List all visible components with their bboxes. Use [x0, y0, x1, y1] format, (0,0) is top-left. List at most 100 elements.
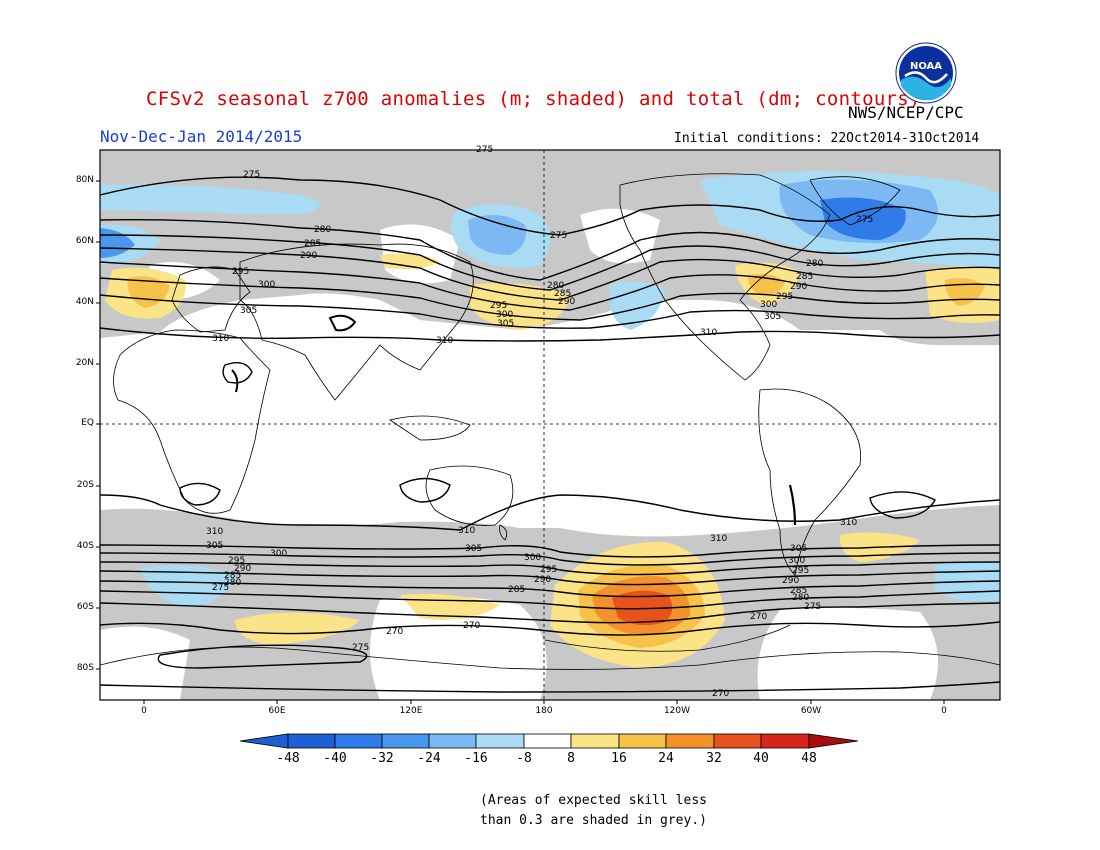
contour-285 — [100, 234, 1000, 291]
contour-label: 275 — [804, 602, 821, 612]
lon-label: 60E — [268, 706, 286, 716]
contour-label: 270 — [386, 627, 403, 637]
colorbar-label: 8 — [567, 751, 575, 766]
contour-label: 290 — [782, 576, 799, 586]
contour-label: 270 — [463, 621, 480, 631]
colorbar-bin — [713, 733, 762, 749]
colorbar-label: 24 — [658, 751, 674, 766]
negative-anomaly — [820, 197, 906, 240]
contour-label: 295 — [776, 292, 793, 302]
contour-label: 310 — [840, 518, 857, 528]
colorbar-label: -16 — [464, 751, 488, 766]
contour-label: 310 — [436, 336, 453, 346]
contour-285 — [100, 580, 1000, 598]
colorbar-label: 16 — [611, 751, 627, 766]
skill-white-patch — [370, 596, 547, 700]
contour-295 — [100, 561, 1000, 576]
lon-label: 120E — [399, 706, 423, 716]
chart-title: CFSv2 seasonal z700 anomalies (m; shaded… — [146, 88, 921, 110]
contour-280 — [100, 590, 1000, 610]
contour-label: 275 — [352, 643, 369, 653]
colorbar-label: -32 — [370, 751, 394, 766]
contour-300 — [100, 277, 1000, 321]
contour-label: 280 — [806, 259, 823, 269]
axis-ticks — [96, 180, 945, 704]
lon-label: 60W — [800, 706, 822, 716]
colorbar-end-high — [808, 733, 859, 749]
colorbar-bin — [665, 733, 715, 749]
skill-white-patch — [100, 626, 190, 700]
lat-label: 60S — [76, 602, 94, 612]
colorbar-end-low — [239, 733, 289, 749]
contour-label: 295 — [228, 556, 245, 566]
agency-label: NWS/NCEP/CPC — [848, 103, 964, 122]
lat-label: 20N — [75, 358, 94, 368]
contour-label: 310 — [458, 526, 475, 536]
contour-label: 295 — [232, 267, 249, 277]
forecast-period: Nov-Dec-Jan 2014/2015 — [100, 127, 303, 146]
contour-label: 285 — [790, 586, 807, 596]
colorbar-label: -24 — [417, 751, 441, 766]
colorbar-label: 32 — [706, 751, 722, 766]
colorbar-bin — [760, 733, 810, 749]
contour-label: 300 — [270, 549, 287, 559]
contour-label: 270 — [712, 689, 729, 699]
contour-label: 305 — [497, 319, 514, 329]
lat-label: EQ — [81, 418, 94, 428]
contour-label: 305 — [790, 544, 807, 554]
contour-label: 275 — [212, 583, 229, 593]
colorbar-bin — [381, 733, 430, 749]
contour-label: 270 — [750, 612, 767, 622]
positive-anomaly — [612, 590, 673, 626]
colorbar-label: -40 — [323, 751, 347, 766]
contour-295 — [100, 261, 1000, 311]
initial-conditions: Initial conditions: 22Oct2014-31Oct2014 — [674, 131, 980, 146]
lon-label: 0 — [941, 706, 947, 716]
contour-label: 290 — [234, 564, 251, 574]
contour-270 — [100, 621, 1000, 636]
lat-label: 60N — [75, 236, 94, 246]
colorbar-label: -48 — [276, 751, 300, 766]
contour-290 — [100, 247, 1000, 301]
colorbar-bin — [570, 733, 620, 749]
contour-label: 310 — [700, 328, 717, 338]
contour-label: 290 — [790, 282, 807, 292]
colorbar — [239, 733, 859, 749]
contour-label: 275 — [243, 170, 260, 180]
contour-275-closed — [157, 644, 368, 669]
lat-label: 80S — [76, 663, 94, 673]
contour-label: 275 — [550, 231, 567, 241]
noaa-logo: NOAA — [895, 42, 957, 104]
contour-label: 295 — [540, 565, 557, 575]
contour-label: 300 — [496, 310, 513, 320]
contour-label: 300 — [524, 553, 541, 563]
colorbar-bin — [618, 733, 667, 749]
skill-footnote-line1: (Areas of expected skill less — [480, 793, 707, 808]
contour-310-closed — [179, 482, 221, 506]
colorbar-label: 40 — [753, 751, 769, 766]
colorbar-bin — [523, 733, 572, 749]
contour-280 — [100, 218, 1000, 281]
map-frame — [99, 149, 1001, 701]
reference-lines — [100, 150, 1000, 700]
contour-300 — [100, 552, 1000, 566]
colorbar-bin — [475, 733, 525, 749]
lon-label: 180 — [535, 706, 553, 716]
skill-footnote-line2: than 0.3 are shaded in grey.) — [480, 813, 707, 828]
negative-anomaly — [100, 184, 320, 215]
contour-270 — [100, 681, 1000, 693]
lat-label: 40N — [75, 297, 94, 307]
contour-label: 305 — [206, 541, 223, 551]
contour-label: 310 — [212, 334, 229, 344]
contour-label: 295 — [792, 566, 809, 576]
lon-label: 120W — [663, 706, 691, 716]
contour-310-closed — [869, 491, 936, 519]
contour-label: 290 — [534, 575, 551, 585]
positive-anomaly — [235, 612, 360, 645]
contour-label: 295 — [490, 301, 507, 311]
contour-275 — [100, 176, 1000, 236]
skill-white-patch — [757, 607, 938, 700]
contour-label: 285 — [224, 571, 241, 581]
negative-anomaly — [468, 215, 526, 255]
